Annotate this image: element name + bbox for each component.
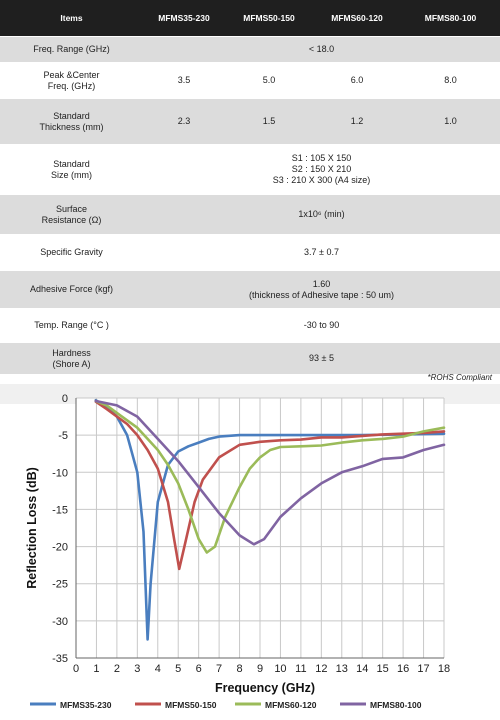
header-mfms50-150: MFMS50-150 — [225, 0, 313, 37]
x-tick-label: 18 — [438, 663, 450, 675]
x-tick-label: 9 — [257, 663, 263, 675]
table-body: Freq. Range (GHz) < 18.0 Peak &Center Freq… — [0, 36, 500, 375]
legend-label: MFMS80-100 — [370, 700, 422, 710]
x-tick-label: 5 — [175, 663, 181, 675]
header-mfms35-230: MFMS35-230 — [143, 0, 225, 37]
row-value: 3.5 — [143, 62, 225, 99]
row-value: -30 to 90 — [143, 308, 500, 343]
row-label: Freq. Range (GHz) — [0, 36, 143, 63]
spec-table: Items MFMS35-230 MFMS50-150 MFMS60-120 MFMS8… — [0, 0, 500, 375]
series-line-mfms80-100 — [94, 399, 446, 546]
table-row: Peak &Center Freq. (GHz) 3.5 5.0 6.0 8.0 — [0, 62, 500, 99]
row-label: Peak &Center Freq. (GHz) — [0, 62, 143, 99]
x-tick-label: 13 — [336, 663, 348, 675]
row-value: 3.7 ± 0.7 — [143, 234, 500, 271]
header-items: Items — [0, 0, 143, 37]
x-tick-label: 4 — [155, 663, 161, 675]
x-axis-title: Frequency (GHz) — [215, 681, 315, 695]
y-tick-label: -30 — [52, 616, 68, 628]
x-tick-label: 16 — [397, 663, 409, 675]
header-mfms80-100: MFMS80-100 — [401, 0, 500, 37]
row-label: Temp. Range (°C ) — [0, 308, 143, 343]
row-value: 1.60 (thickness of Adhesive tape : 50 um… — [143, 270, 500, 309]
y-tick-label: -35 — [52, 653, 68, 665]
table-header-row: Items MFMS35-230 MFMS50-150 MFMS60-120 MFMS8… — [0, 0, 500, 37]
y-tick-label: -10 — [52, 467, 68, 479]
row-label: Surface Resistance (Ω) — [0, 194, 143, 235]
chart-svg: 0 1 2 3 4 5 6 7 8 9 10 11 12 13 14 15 16 17 180-5-10-15-20… — [25, 393, 450, 710]
y-axis-title: Reflection Loss (dB) — [25, 467, 39, 589]
table-row: Freq. Range (GHz) < 18.0 — [0, 36, 500, 63]
row-label: Specific Gravity — [0, 234, 143, 271]
row-value: < 18.0 — [143, 36, 500, 63]
row-value: 6.0 — [313, 62, 401, 99]
x-tick-label: 17 — [417, 663, 429, 675]
y-tick-label: -5 — [58, 430, 68, 442]
y-tick-label: -15 — [52, 504, 68, 516]
series-line-mfms60-120 — [94, 399, 446, 554]
table-row: Standard Size (mm) S1 : 105 X 150 S2 : 15… — [0, 144, 500, 195]
x-tick-label: 12 — [315, 663, 327, 675]
y-tick-label: -20 — [52, 542, 68, 554]
reflection-loss-chart: 0 1 2 3 4 5 6 7 8 9 10 11 12 13 14 15 16 17 18 0 -5 -10 -15 -20… — [0, 384, 500, 720]
table-row: Hardness (Shore A) 93 ± 5 — [0, 342, 500, 375]
legend-label: MFMS50-150 — [165, 700, 217, 710]
y-tick-label: -25 — [52, 579, 68, 591]
row-value: 1x10⁶ (min) — [143, 194, 500, 235]
table-row: Surface Resistance (Ω) 1x10⁶ (min) — [0, 194, 500, 235]
x-tick-label: 3 — [134, 663, 140, 675]
row-value: 8.0 — [401, 62, 500, 99]
x-tick-label: 1 — [93, 663, 99, 675]
x-tick-label: 10 — [274, 663, 286, 675]
x-tick-label: 11 — [295, 663, 306, 675]
rohs-footnote: *ROHS Compliant — [427, 373, 492, 382]
row-value: 1.5 — [225, 98, 313, 145]
table-row: Standard Thickness (mm) 2.3 1.5 1.2 1.0 — [0, 98, 500, 145]
row-value: S1 : 105 X 150 S2 : 150 X 210 S3 : 210 X… — [143, 144, 500, 195]
x-tick-label: 6 — [196, 663, 202, 675]
series-line-mfms50-150 — [94, 400, 446, 571]
table-row: Specific Gravity 3.7 ± 0.7 — [0, 234, 500, 271]
legend-label: MFMS35-230 — [60, 700, 112, 710]
series-line-mfms35-230 — [94, 398, 446, 641]
row-value: 5.0 — [225, 62, 313, 99]
y-tick-label: 0 — [62, 393, 68, 405]
x-tick-label: 0 — [73, 663, 79, 675]
row-label: Adhesive Force (kgf) — [0, 270, 143, 309]
table-row: Adhesive Force (kgf) 1.60 (thickness of A… — [0, 270, 500, 309]
header-mfms60-120: MFMS60-120 — [313, 0, 401, 37]
legend-label: MFMS60-120 — [265, 700, 317, 710]
row-label: Hardness (Shore A) — [0, 342, 143, 375]
row-value: 2.3 — [143, 98, 225, 145]
x-tick-label: 7 — [216, 663, 222, 675]
x-tick-label: 14 — [356, 663, 368, 675]
table-row: Temp. Range (°C ) -30 to 90 — [0, 308, 500, 343]
x-tick-label: 2 — [114, 663, 120, 675]
row-value: 93 ± 5 — [143, 342, 500, 375]
row-label: Standard Thickness (mm) — [0, 98, 143, 145]
row-label: Standard Size (mm) — [0, 144, 143, 195]
x-tick-label: 8 — [236, 663, 242, 675]
x-tick-label: 15 — [377, 663, 389, 675]
row-value: 1.2 — [313, 98, 401, 145]
row-value: 1.0 — [401, 98, 500, 145]
